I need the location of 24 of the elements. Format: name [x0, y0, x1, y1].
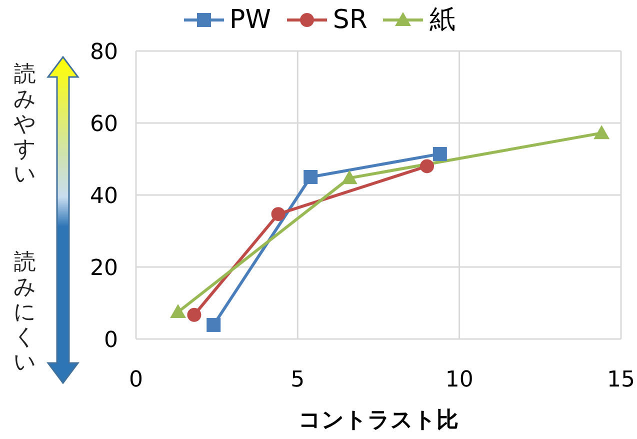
point: [170, 304, 186, 318]
x-tick-label: 0: [129, 368, 143, 393]
text: 読みにくい: [12, 250, 38, 375]
legend-label: PW: [230, 4, 271, 34]
point: [304, 170, 318, 184]
y-tick-label: 0: [104, 328, 118, 353]
point: [187, 308, 202, 322]
text: 読みやすい: [12, 62, 38, 187]
y-tick-label: 40: [90, 184, 118, 209]
y-tick-label: 60: [90, 112, 118, 137]
x-axis-title: コントラスト比: [298, 408, 458, 433]
point: [594, 125, 610, 140]
point: [420, 159, 434, 174]
point: [341, 170, 358, 184]
legend-label: 紙: [429, 4, 456, 37]
x-tick-label: 15: [607, 368, 635, 393]
point: [271, 207, 286, 222]
legend-label: SR: [332, 4, 368, 34]
x-tick-label: 10: [445, 368, 474, 393]
y-tick-label: 80: [90, 40, 118, 65]
x-tick-label: 5: [290, 368, 305, 393]
point: [432, 146, 447, 161]
point: [206, 318, 221, 332]
y-tick-label: 20: [90, 256, 118, 281]
